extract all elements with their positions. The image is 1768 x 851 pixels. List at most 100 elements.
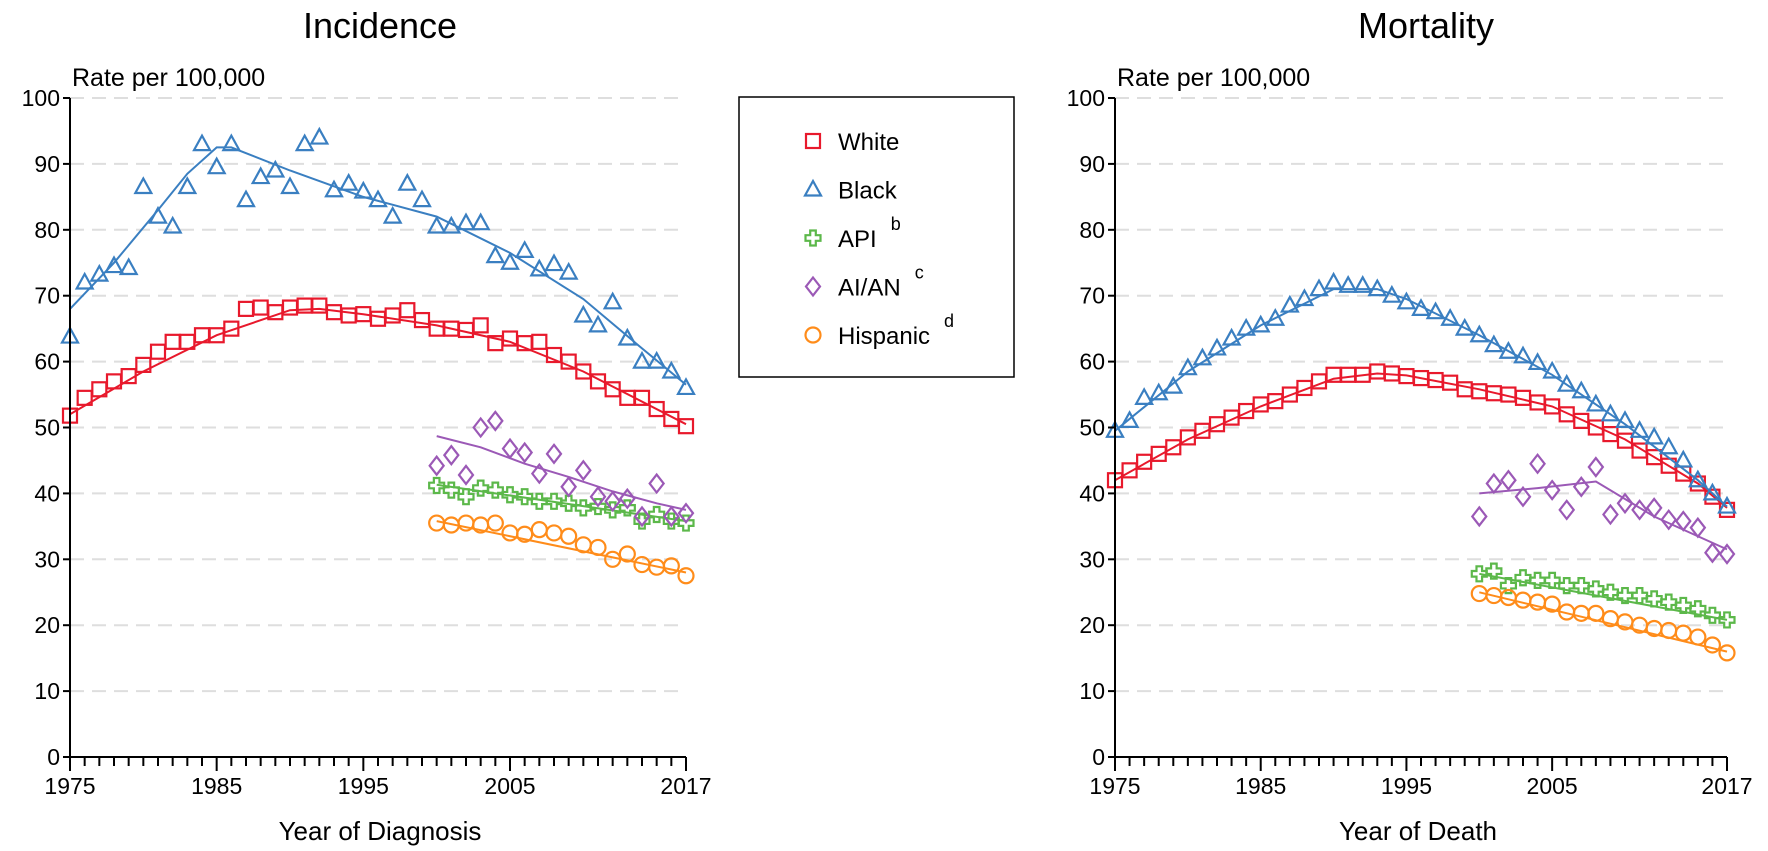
mortality-x-tick-label: 2005 [1527,773,1578,799]
legend-item-ai-an-label: AI/AN [838,275,901,302]
incidence-ai-an-point [574,459,592,482]
incidence-black-point [470,212,491,231]
incidence-black-point [397,172,418,191]
mortality-black-point [1454,317,1475,336]
mortality-black-point [1250,314,1271,333]
incidence-ai-an-point [501,437,519,460]
incidence-hispanic-point [604,550,622,568]
mortality-x-tick-label: 1985 [1235,773,1286,799]
incidence-black-point [602,291,623,310]
mortality-black-point [1279,294,1300,313]
mortality-y-tick-label: 100 [1067,85,1105,111]
incidence-ai-an-point [530,462,548,485]
mortality-y-tick-label: 10 [1079,678,1105,704]
incidence-ai-an-point [472,416,490,439]
mortality-black-point [1294,288,1315,307]
incidence-black-point [676,377,696,396]
mortality-api-point [1718,611,1736,629]
incidence-white-point [633,389,651,406]
mortality-ai-an-point [1500,469,1517,492]
mortality-ai-an-point [1689,516,1707,539]
incidence-black-point [412,189,432,208]
mortality-series [1105,271,1737,662]
incidence-ai-an-point [428,454,446,477]
mortality-ai-an-point [1470,505,1488,528]
mortality-ai-an-point [1514,485,1532,508]
incidence-api-point [428,476,446,495]
legend-item-hispanic: Hispanic d [804,311,954,350]
mortality-ai-an-point [1572,476,1590,498]
incidence-white-point [575,363,592,380]
incidence-hispanic-point [486,514,504,532]
mortality-black-point [1556,373,1577,392]
incidence-white-point [648,400,665,418]
mortality-ai-an-trend-line [1479,480,1728,551]
incidence-panel: Incidence Rate per 100,000 Year of Diagn… [22,5,712,846]
legend-item-api-marker [804,229,822,247]
incidence-api-point [442,481,460,499]
mortality-ai-an-point [1485,472,1503,495]
mortality-api-point [1485,562,1503,580]
mortality-hispanic-point [1572,604,1590,622]
mortality-hispanic-point [1514,591,1532,609]
incidence-white-point [120,367,137,385]
mortality-black-point [1687,469,1708,488]
mortality-black-point [1527,352,1548,371]
mortality-api-point [1703,606,1722,624]
mortality-black-point [1542,360,1563,379]
incidence-hispanic-point [574,536,592,554]
incidence-black-point [104,255,124,274]
mortality-black-point [1411,298,1431,316]
incidence-black-point [617,327,638,346]
incidence-white-point [164,333,181,350]
incidence-hispanic-point [560,527,578,545]
incidence-black-point [544,253,564,272]
mortality-black-point [1425,301,1446,320]
legend-item-black-marker [803,178,823,197]
incidence-black-point [661,360,682,379]
incidence-white-point [619,389,636,406]
mortality-ai-an-point [1674,510,1692,532]
mortality-y-tick-label: 20 [1079,612,1105,638]
mortality-black-point [1367,278,1388,297]
incidence-api-point [545,492,563,510]
incidence-y-tick-label: 60 [34,349,60,375]
mortality-black-point [1396,291,1417,310]
incidence-api-point [516,488,534,506]
incidence-y-tick-label: 10 [34,678,60,704]
mortality-api-point [1645,590,1663,608]
incidence-white-point [237,300,255,317]
mortality-ai-an-point [1645,497,1663,519]
mortality-black-point [1673,449,1694,468]
mortality-black-point [1381,284,1402,303]
incidence-white-point [369,310,387,327]
mortality-y-tick-label: 40 [1079,480,1105,506]
incidence-rate-label: Rate per 100,000 [72,64,265,92]
incidence-x-axis-label: Year of Diagnosis [279,816,482,846]
mortality-api-point [1601,583,1620,601]
mortality-ai-an-point [1718,543,1736,565]
incidence-black-point [558,261,579,280]
legend-item-ai-an-superscript: c [915,263,924,283]
mortality-white-point [1165,439,1182,456]
legend-item-api: API b [804,214,901,253]
mortality-panel: Mortality Rate per 100,000 Year of Death… [1067,5,1753,846]
incidence-white-point [413,311,431,329]
incidence-ai-an-point [662,505,680,528]
legend-item-hispanic-label: Hispanic [838,323,930,350]
incidence-hispanic-point [545,524,563,542]
incidence-x-tick-label: 2005 [484,773,535,799]
incidence-ai-an-point [677,502,695,524]
mortality-black-point [1513,345,1533,364]
mortality-api-point [1543,571,1561,589]
legend-item-ai-an-marker [804,275,822,298]
incidence-series [60,126,696,585]
incidence-black-point [456,212,476,231]
mortality-y-tick-label: 30 [1079,546,1105,572]
legend-item-black: Black [803,178,898,205]
mortality-white-point [1616,432,1634,449]
legend-item-api-label: API [838,226,877,253]
incidence-white-point [604,381,621,398]
incidence-api-point [501,486,519,504]
